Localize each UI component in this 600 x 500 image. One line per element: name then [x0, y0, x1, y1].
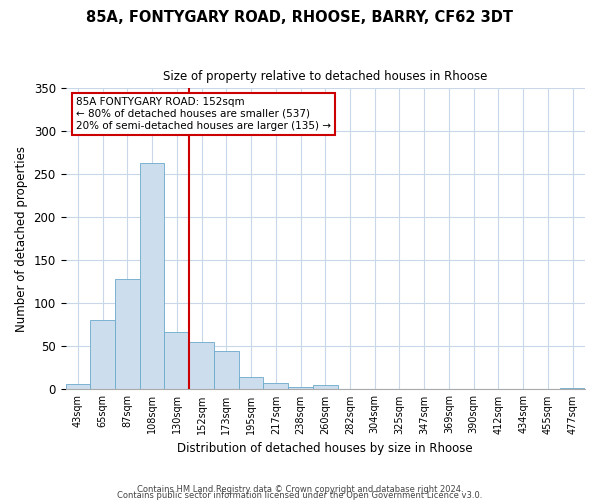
Bar	[214, 350, 239, 390]
Text: 85A, FONTYGARY ROAD, RHOOSE, BARRY, CF62 3DT: 85A, FONTYGARY ROAD, RHOOSE, BARRY, CF62…	[86, 10, 514, 25]
Bar	[140, 163, 164, 390]
Bar	[239, 376, 263, 390]
Bar	[338, 388, 362, 390]
Bar	[164, 332, 189, 390]
Bar	[65, 384, 90, 390]
Bar	[560, 388, 585, 390]
Bar	[288, 387, 313, 390]
Title: Size of property relative to detached houses in Rhoose: Size of property relative to detached ho…	[163, 70, 487, 83]
X-axis label: Distribution of detached houses by size in Rhoose: Distribution of detached houses by size …	[178, 442, 473, 455]
Bar	[115, 280, 140, 390]
Text: Contains public sector information licensed under the Open Government Licence v3: Contains public sector information licen…	[118, 490, 482, 500]
Bar	[189, 342, 214, 390]
Bar	[90, 320, 115, 390]
Text: 85A FONTYGARY ROAD: 152sqm
← 80% of detached houses are smaller (537)
20% of sem: 85A FONTYGARY ROAD: 152sqm ← 80% of deta…	[76, 98, 331, 130]
Y-axis label: Number of detached properties: Number of detached properties	[15, 146, 28, 332]
Bar	[362, 388, 387, 390]
Bar	[263, 384, 288, 390]
Bar	[313, 385, 338, 390]
Text: Contains HM Land Registry data © Crown copyright and database right 2024.: Contains HM Land Registry data © Crown c…	[137, 484, 463, 494]
